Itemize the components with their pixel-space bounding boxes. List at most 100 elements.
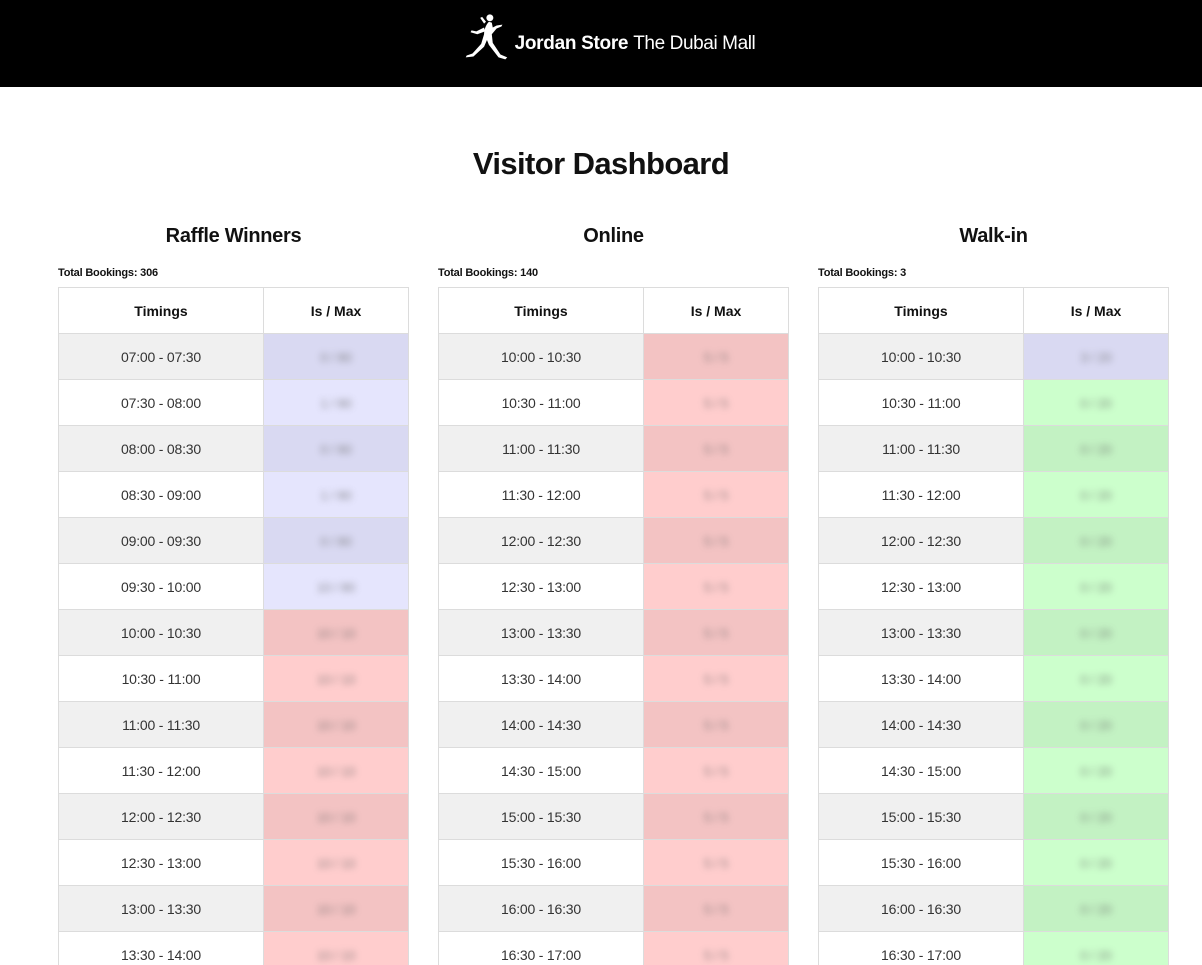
- capacity-value: 5 / 5: [703, 671, 729, 687]
- timing-cell: 11:00 - 11:30: [438, 425, 644, 472]
- capacity-cell: 5 / 5: [643, 333, 789, 380]
- timeslot-table: Timings Is / Max 10:00 - 10:30 5 / 5 10:30…: [438, 287, 789, 965]
- capacity-cell: 0 / 20: [1023, 471, 1169, 518]
- capacity-cell: 0 / 20: [1023, 563, 1169, 610]
- table-row: 16:00 - 16:30 0 / 20: [818, 885, 1169, 932]
- timing-cell: 11:30 - 12:00: [58, 747, 264, 794]
- table-row: 11:30 - 12:00 10 / 10: [58, 747, 409, 794]
- capacity-cell: 5 / 5: [643, 425, 789, 472]
- table-row: 13:30 - 14:00 10 / 10: [58, 931, 409, 965]
- capacity-cell: 0 / 20: [1023, 839, 1169, 886]
- capacity-value: 0 / 80: [320, 533, 352, 549]
- table-header-row: Timings Is / Max: [438, 287, 789, 334]
- timing-cell: 10:00 - 10:30: [818, 333, 1024, 380]
- column-online: Online Total Bookings: 140 Timings Is / …: [438, 225, 789, 965]
- capacity-cell: 10 / 80: [263, 563, 409, 610]
- capacity-value: 0 / 20: [1080, 625, 1112, 641]
- table-row: 12:00 - 12:30 5 / 5: [438, 517, 789, 564]
- brand-link[interactable]: Jordan Store The Dubai Mall: [457, 13, 756, 74]
- timeslot-table: Timings Is / Max 07:00 - 07:30 0 / 80 07:3…: [58, 287, 409, 965]
- capacity-cell: 0 / 20: [1023, 931, 1169, 965]
- capacity-value: 10 / 10: [316, 717, 356, 733]
- capacity-value: 0 / 20: [1080, 487, 1112, 503]
- capacity-value: 10 / 10: [316, 763, 356, 779]
- capacity-value: 3 / 20: [1080, 349, 1112, 365]
- table-row: 08:30 - 09:00 1 / 80: [58, 471, 409, 518]
- table-row: 10:30 - 11:00 5 / 5: [438, 379, 789, 426]
- table-header-row: Timings Is / Max: [818, 287, 1169, 334]
- total-bookings: Total Bookings: 306: [58, 267, 158, 279]
- timing-cell: 15:00 - 15:30: [438, 793, 644, 840]
- capacity-cell: 0 / 20: [1023, 885, 1169, 932]
- capacity-value: 0 / 20: [1080, 717, 1112, 733]
- capacity-cell: 5 / 5: [643, 747, 789, 794]
- capacity-value: 0 / 20: [1080, 533, 1112, 549]
- capacity-cell: 10 / 10: [263, 885, 409, 932]
- capacity-value: 10 / 10: [316, 671, 356, 687]
- table-row: 10:30 - 11:00 10 / 10: [58, 655, 409, 702]
- capacity-value: 0 / 20: [1080, 809, 1112, 825]
- capacity-cell: 0 / 20: [1023, 517, 1169, 564]
- capacity-cell: 0 / 20: [1023, 793, 1169, 840]
- capacity-cell: 0 / 20: [1023, 655, 1169, 702]
- capacity-cell: 5 / 5: [643, 793, 789, 840]
- timing-cell: 13:30 - 14:00: [58, 931, 264, 965]
- capacity-value: 5 / 5: [703, 533, 729, 549]
- table-row: 13:30 - 14:00 5 / 5: [438, 655, 789, 702]
- timing-cell: 13:30 - 14:00: [438, 655, 644, 702]
- table-row: 12:30 - 13:00 0 / 20: [818, 563, 1169, 610]
- timing-cell: 10:30 - 11:00: [818, 379, 1024, 426]
- capacity-value: 0 / 20: [1080, 947, 1112, 963]
- table-row: 09:00 - 09:30 0 / 80: [58, 517, 409, 564]
- timing-cell: 14:00 - 14:30: [438, 701, 644, 748]
- table-row: 10:00 - 10:30 5 / 5: [438, 333, 789, 380]
- table-row: 07:00 - 07:30 0 / 80: [58, 333, 409, 380]
- timing-cell: 12:30 - 13:00: [58, 839, 264, 886]
- capacity-cell: 0 / 80: [263, 333, 409, 380]
- capacity-value: 5 / 5: [703, 395, 729, 411]
- timing-cell: 10:00 - 10:30: [58, 609, 264, 656]
- capacity-value: 10 / 10: [316, 947, 356, 963]
- capacity-value: 5 / 5: [703, 625, 729, 641]
- capacity-value: 10 / 10: [316, 901, 356, 917]
- header-ratio: Is / Max: [1023, 287, 1169, 334]
- capacity-cell: 3 / 20: [1023, 333, 1169, 380]
- capacity-value: 0 / 80: [320, 441, 352, 457]
- capacity-value: 5 / 5: [703, 349, 729, 365]
- table-row: 10:30 - 11:00 0 / 20: [818, 379, 1169, 426]
- capacity-cell: 5 / 5: [643, 517, 789, 564]
- capacity-cell: 10 / 10: [263, 747, 409, 794]
- column-raffle-winners: Raffle Winners Total Bookings: 306 Timin…: [58, 225, 409, 965]
- timing-cell: 11:30 - 12:00: [438, 471, 644, 518]
- table-row: 13:00 - 13:30 0 / 20: [818, 609, 1169, 656]
- table-row: 11:30 - 12:00 0 / 20: [818, 471, 1169, 518]
- table-row: 12:30 - 13:00 5 / 5: [438, 563, 789, 610]
- table-row: 09:30 - 10:00 10 / 80: [58, 563, 409, 610]
- table-row: 11:00 - 11:30 0 / 20: [818, 425, 1169, 472]
- table-header-row: Timings Is / Max: [58, 287, 409, 334]
- capacity-cell: 10 / 10: [263, 655, 409, 702]
- timing-cell: 10:00 - 10:30: [438, 333, 644, 380]
- capacity-value: 5 / 5: [703, 855, 729, 871]
- timing-cell: 13:00 - 13:30: [438, 609, 644, 656]
- capacity-cell: 0 / 20: [1023, 425, 1169, 472]
- timing-cell: 11:30 - 12:00: [818, 471, 1024, 518]
- timing-cell: 07:00 - 07:30: [58, 333, 264, 380]
- timing-cell: 14:00 - 14:30: [818, 701, 1024, 748]
- table-row: 11:00 - 11:30 10 / 10: [58, 701, 409, 748]
- header-timings: Timings: [818, 287, 1024, 334]
- table-row: 16:30 - 17:00 0 / 20: [818, 931, 1169, 965]
- table-row: 11:30 - 12:00 5 / 5: [438, 471, 789, 518]
- capacity-cell: 5 / 5: [643, 563, 789, 610]
- timing-cell: 14:30 - 15:00: [438, 747, 644, 794]
- capacity-cell: 10 / 10: [263, 793, 409, 840]
- capacity-cell: 0 / 80: [263, 425, 409, 472]
- capacity-value: 0 / 80: [320, 349, 352, 365]
- table-row: 15:00 - 15:30 0 / 20: [818, 793, 1169, 840]
- capacity-value: 0 / 20: [1080, 579, 1112, 595]
- table-row: 10:00 - 10:30 3 / 20: [818, 333, 1169, 380]
- capacity-cell: 0 / 20: [1023, 609, 1169, 656]
- capacity-value: 1 / 80: [320, 395, 352, 411]
- capacity-value: 0 / 20: [1080, 441, 1112, 457]
- timeslot-table: Timings Is / Max 10:00 - 10:30 3 / 20 10:3…: [818, 287, 1169, 965]
